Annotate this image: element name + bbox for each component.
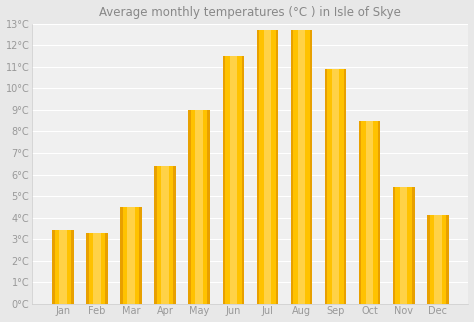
Bar <box>120 207 142 304</box>
Bar <box>229 56 237 304</box>
Bar <box>298 30 305 304</box>
Bar <box>325 69 328 304</box>
Bar <box>291 30 293 304</box>
Bar <box>264 30 271 304</box>
Bar <box>332 69 339 304</box>
Bar <box>161 166 169 304</box>
Bar <box>427 215 429 304</box>
Bar <box>242 56 244 304</box>
Bar <box>393 187 414 304</box>
Bar <box>344 69 346 304</box>
Bar <box>105 233 108 304</box>
Title: Average monthly temperatures (°C ) in Isle of Skye: Average monthly temperatures (°C ) in Is… <box>100 5 401 19</box>
Bar <box>86 233 108 304</box>
Bar <box>188 110 191 304</box>
Bar <box>275 30 278 304</box>
Bar <box>128 207 135 304</box>
Bar <box>427 215 448 304</box>
Bar <box>59 231 66 304</box>
Bar <box>195 110 203 304</box>
Bar <box>52 231 73 304</box>
Bar <box>359 121 361 304</box>
Bar <box>325 69 346 304</box>
Bar <box>378 121 381 304</box>
Bar <box>256 30 259 304</box>
Bar <box>257 30 278 304</box>
Bar <box>86 233 89 304</box>
Bar <box>52 231 55 304</box>
Bar <box>71 231 73 304</box>
Bar <box>412 187 415 304</box>
Bar <box>93 233 100 304</box>
Bar <box>291 30 312 304</box>
Bar <box>359 121 380 304</box>
Bar <box>189 110 210 304</box>
Bar <box>400 187 408 304</box>
Bar <box>120 207 123 304</box>
Bar <box>434 215 442 304</box>
Bar <box>223 56 244 304</box>
Bar <box>222 56 225 304</box>
Bar <box>208 110 210 304</box>
Bar <box>366 121 374 304</box>
Bar <box>310 30 312 304</box>
Bar <box>173 166 176 304</box>
Bar <box>393 187 395 304</box>
Bar <box>155 166 176 304</box>
Bar <box>446 215 448 304</box>
Bar <box>139 207 142 304</box>
Bar <box>155 166 157 304</box>
